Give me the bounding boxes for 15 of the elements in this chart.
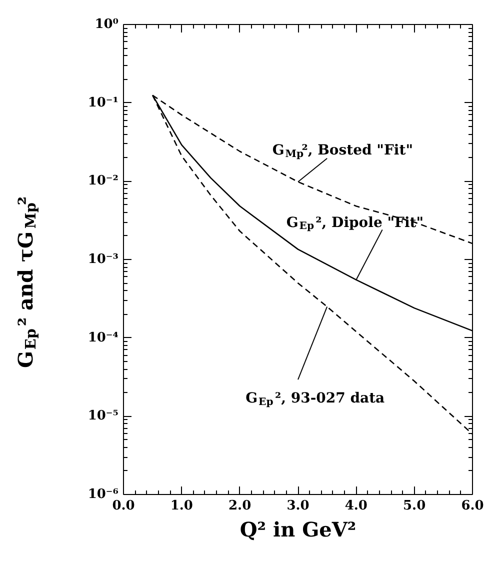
y-axis-title: GEp² and τGMp²: [14, 196, 40, 368]
x-tick-label: 5.0: [403, 498, 426, 514]
x-tick-label: 6.0: [461, 498, 484, 514]
x-axis-title: Q² in GeV²: [240, 518, 356, 542]
y-tick-label: 10⁻³: [88, 252, 119, 267]
x-tick-label: 3.0: [286, 498, 310, 514]
y-tick-label: 10⁻⁴: [88, 330, 119, 346]
x-tick-label: 1.0: [170, 498, 193, 514]
x-tick-label: 2.0: [228, 498, 252, 514]
x-tick-label: 0.0: [112, 498, 135, 514]
y-tick-label: 10⁻²: [88, 174, 119, 189]
y-tick-label: 10⁻¹: [88, 95, 119, 110]
x-tick-label: 4.0: [344, 498, 368, 514]
y-tick-label: 10⁻⁵: [88, 408, 119, 424]
y-tick-label: 10⁰: [94, 17, 119, 32]
